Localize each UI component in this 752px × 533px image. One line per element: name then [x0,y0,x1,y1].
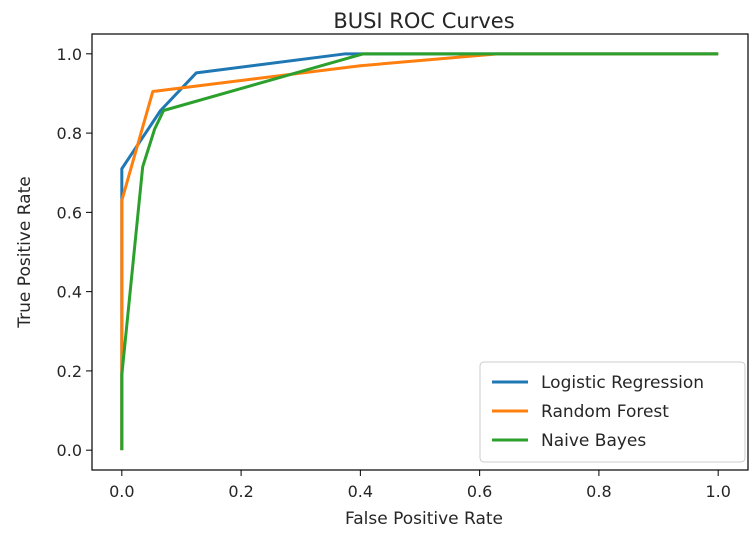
x-axis-label: False Positive Rate [345,509,503,529]
legend-box [479,361,746,463]
x-axis: 0.0 0.2 0.4 0.6 0.8 1.0 [109,470,731,501]
y-tick-label: 0.0 [57,441,82,460]
y-tick-label: 1.0 [57,45,82,64]
x-tick-label: 0.0 [109,482,134,501]
x-tick-label: 0.8 [586,482,611,501]
y-axis: 0.0 0.2 0.4 0.6 0.8 1.0 [57,45,92,460]
series-line-1 [120,52,719,451]
legend: Logistic Regression Random Forest Naive Ba… [479,361,746,463]
legend-label-2: Random Forest [541,402,669,422]
x-tick-label: 1.0 [705,482,730,501]
series-layer [120,52,719,451]
y-tick-label: 0.6 [57,203,82,222]
x-tick-label: 0.4 [348,482,373,501]
x-tick-label: 0.6 [467,482,492,501]
y-tick-label: 0.2 [57,362,82,381]
y-tick-label: 0.8 [57,124,82,143]
y-tick-label: 0.4 [57,283,82,302]
x-tick-label: 0.2 [228,482,253,501]
chart-title: BUSI ROC Curves [333,9,514,33]
y-axis-label: True Positive Rate [15,176,35,328]
legend-label-3: Naive Bayes [541,431,646,451]
legend-label-1: Logistic Regression [541,373,704,393]
series-line-3 [120,52,719,451]
plot-frame [91,33,749,471]
